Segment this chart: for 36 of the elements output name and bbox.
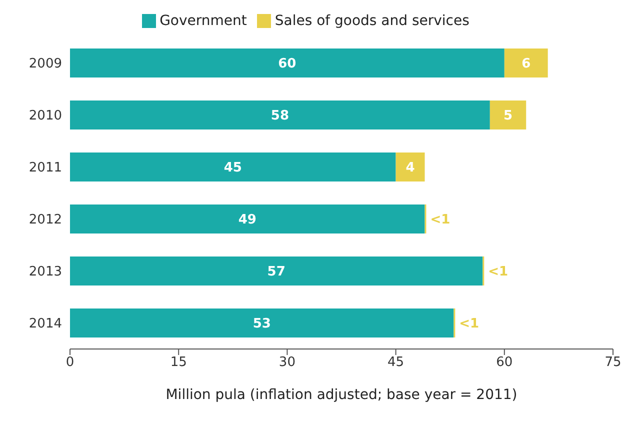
bar (70, 204, 425, 234)
data-label: 57 (267, 264, 286, 280)
bar (396, 152, 425, 182)
x-tick-label: 45 (388, 355, 404, 370)
data-label: 58 (270, 108, 290, 124)
bar (504, 48, 548, 78)
bar (490, 100, 526, 130)
data-label: 60 (278, 56, 296, 72)
bar (70, 152, 396, 182)
y-tick-label: 2010 (28, 108, 62, 124)
data-label: 4 (406, 160, 415, 176)
data-label: <1 (488, 264, 508, 280)
data-label: <1 (430, 212, 450, 228)
bar (70, 256, 483, 286)
data-label: 5 (503, 108, 513, 124)
x-tick-label: 15 (170, 355, 187, 370)
x-tick-label: 0 (66, 355, 74, 370)
x-tick-label: 60 (496, 355, 513, 370)
y-tick-label: 2011 (28, 160, 62, 176)
bar (70, 100, 490, 130)
data-label: 53 (252, 316, 271, 332)
data-label: 6 (522, 56, 531, 72)
legend-label: Government (160, 13, 247, 29)
data-label: 45 (224, 160, 242, 176)
data-label: <1 (459, 316, 480, 332)
y-tick-label: 2013 (28, 264, 62, 280)
x-tick-label: 30 (278, 355, 296, 370)
y-tick-label: 2012 (28, 212, 62, 228)
y-tick-label: 2009 (28, 56, 62, 72)
y-tick-label: 2014 (28, 316, 62, 332)
x-axis-title: Million pula (inflation adjusted; base year = 2011) (166, 387, 518, 403)
data-label: 49 (238, 212, 256, 228)
legend-label: Sales of goods and services (274, 13, 470, 29)
x-tick-label: 75 (604, 355, 622, 370)
bar (70, 48, 504, 78)
bar (70, 308, 454, 338)
